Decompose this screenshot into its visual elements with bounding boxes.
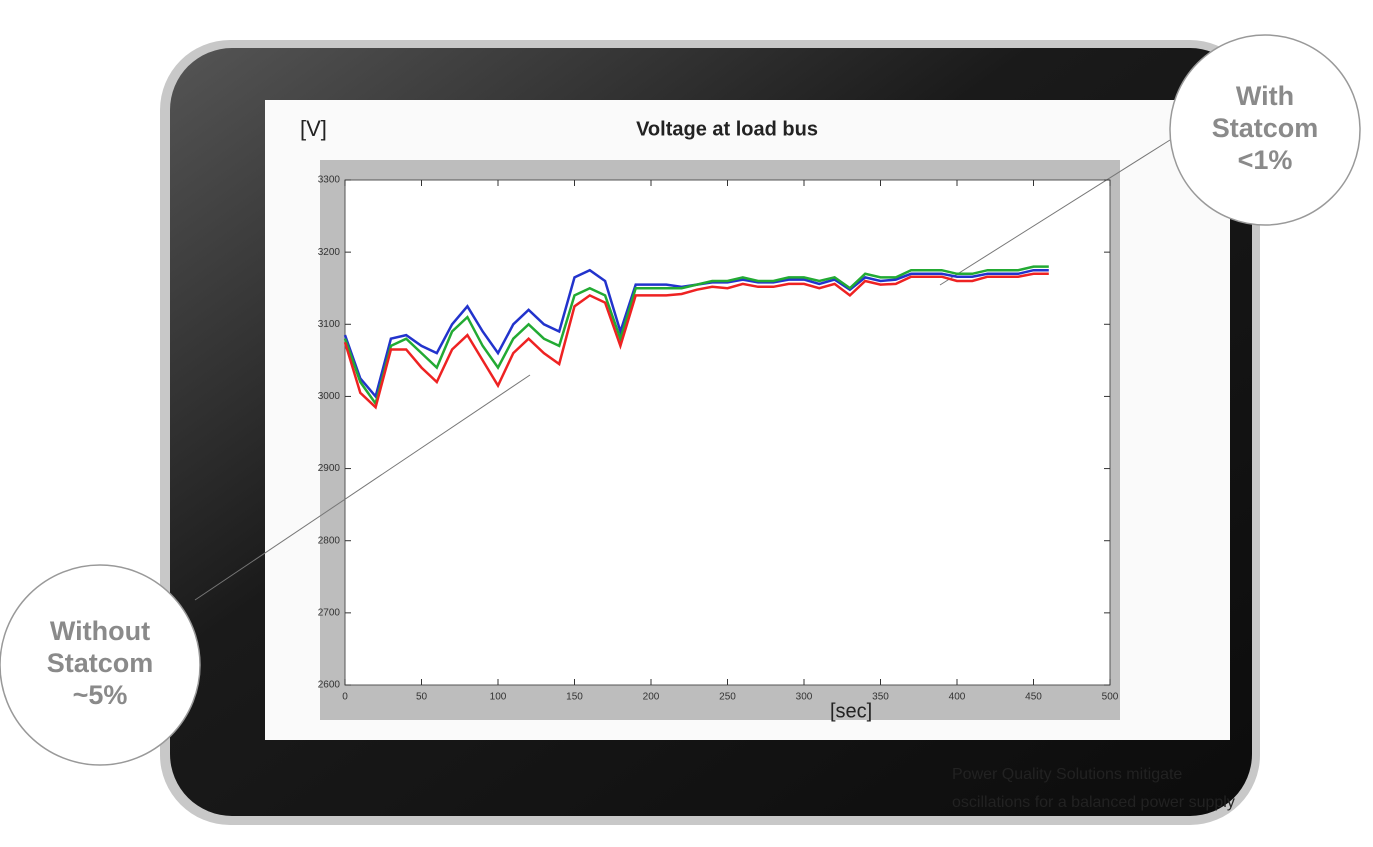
x-tick-label: 100 [490,692,507,703]
y-tick-label: 2800 [318,535,341,546]
x-tick-label: 200 [643,692,660,703]
x-tick-label: 400 [949,692,966,703]
annotation-circle [1169,34,1361,226]
x-axis-label: [sec] [830,700,872,722]
x-tick-label: 150 [566,692,583,703]
plot-area [344,179,1111,686]
caption: Power Quality Solutions mitigate [952,766,1182,783]
x-tick-label: 350 [872,692,889,703]
data-line [343,265,1049,407]
annotation: ~5% [73,680,128,710]
caption: oscillations for a balanced power supply [952,794,1235,811]
leader-line [194,374,531,601]
y-tick-label: 3000 [318,391,341,402]
leader-line [939,139,1171,286]
annotation: <1% [1238,145,1293,175]
x-tick-label: 250 [719,692,736,703]
x-tick-label: 0 [342,692,348,703]
y-tick-label: 3300 [318,175,341,186]
y-tick-label: 3200 [318,247,341,258]
annotation: With [1236,81,1294,111]
y-tick-label: 2600 [318,680,341,691]
x-tick-label: 50 [416,692,428,703]
chart-title: Voltage at load bus [636,118,818,140]
y-tick-label: 2700 [318,607,341,618]
x-tick-label: 500 [1102,692,1119,703]
y-axis-label: [V] [300,116,327,141]
annotation: Statcom [47,648,154,678]
x-tick-label: 300 [796,692,813,703]
annotation: Statcom [1212,113,1319,143]
x-tick-label: 450 [1025,692,1042,703]
y-tick-label: 2900 [318,463,341,474]
data-line [343,272,1049,410]
y-tick-label: 3100 [318,319,341,330]
annotation: Without [50,616,150,646]
annotation-circle [0,564,201,766]
